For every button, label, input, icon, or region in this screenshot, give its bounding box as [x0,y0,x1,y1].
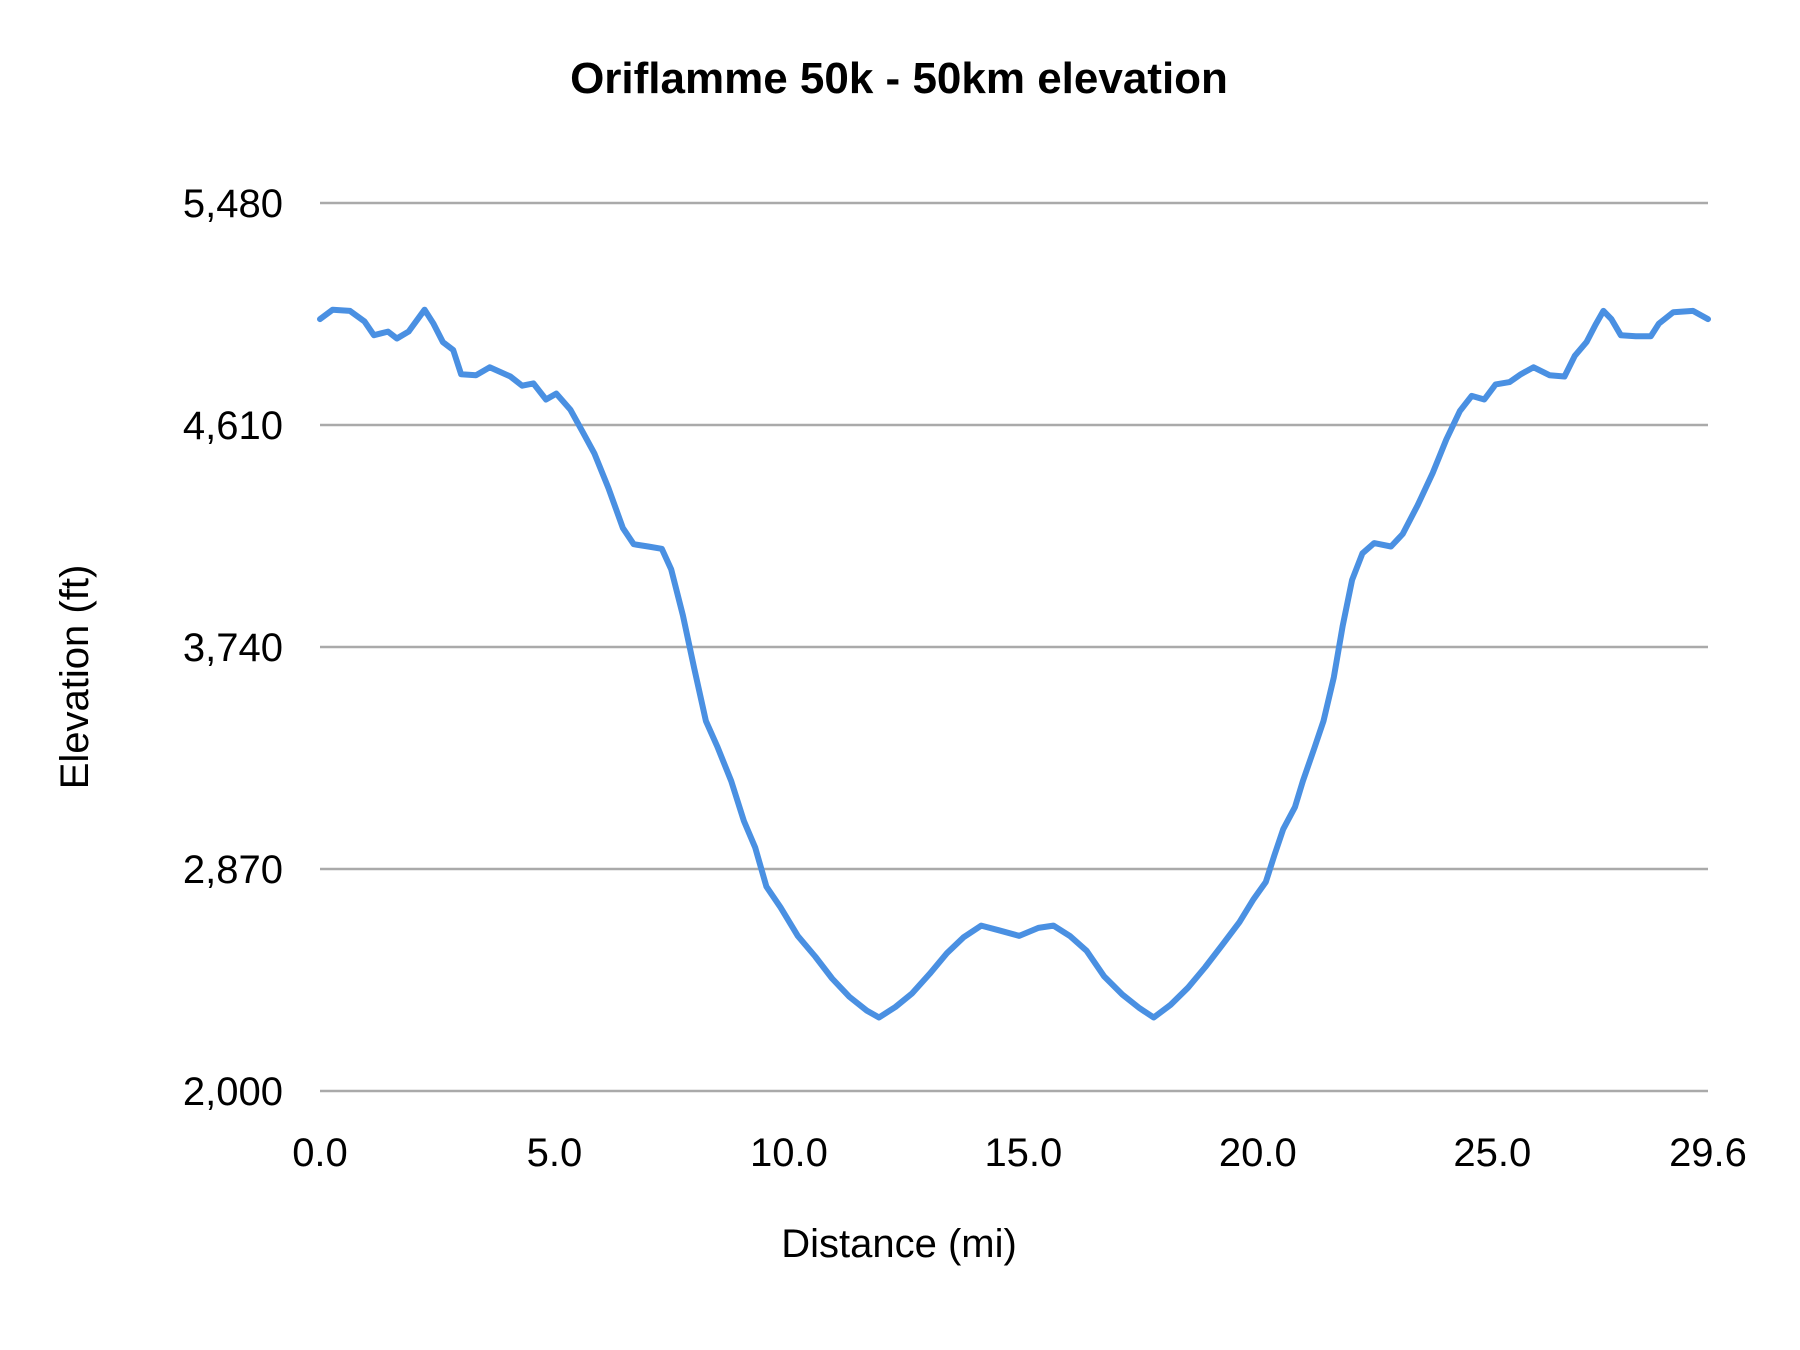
y-tick-label: 2,870 [183,848,283,892]
elevation-line [317,306,1711,1021]
y-tick-label: 4,610 [183,404,283,448]
x-tick-label: 29.6 [1669,1131,1747,1175]
y-axis-label: Elevation (ft) [53,565,97,790]
x-tick-label: 10.0 [750,1131,828,1175]
x-tick-label: 20.0 [1219,1131,1297,1175]
y-tick-labels: 2,000 2,870 3,740 4,610 5,480 [183,182,283,1114]
chart-title: Oriflamme 50k - 50km elevation [570,54,1228,103]
x-tick-label: 25.0 [1453,1131,1531,1175]
series-elevation [317,306,1711,1021]
y-tick-label: 3,740 [183,626,283,670]
x-tick-label: 5.0 [527,1131,583,1175]
y-tick-label: 2,000 [183,1070,283,1114]
gridlines [320,201,1708,1093]
x-tick-labels: 0.0 5.0 10.0 15.0 20.0 25.0 29.6 [292,1131,1747,1175]
x-tick-label: 0.0 [292,1131,348,1175]
y-tick-label: 5,480 [183,182,283,226]
x-tick-label: 15.0 [984,1131,1062,1175]
x-axis-label: Distance (mi) [781,1222,1017,1266]
